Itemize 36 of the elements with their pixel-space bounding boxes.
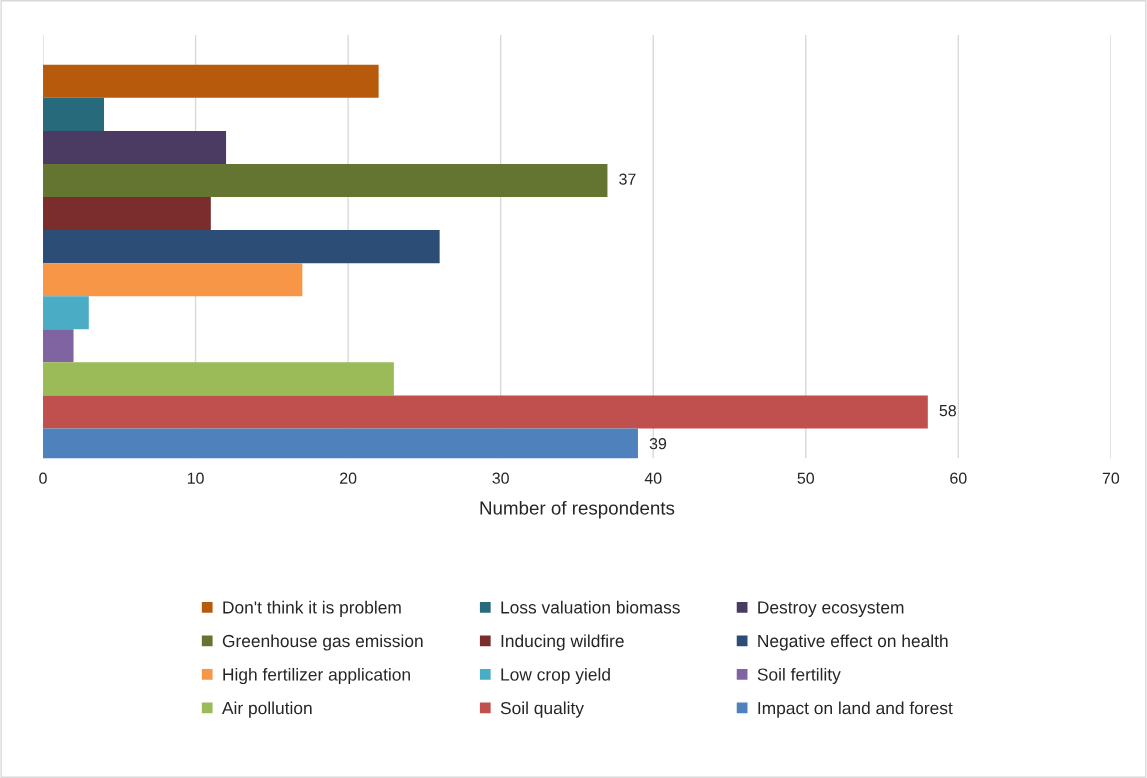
data-label: 58 bbox=[939, 404, 956, 417]
legend-label: High fertilizer application bbox=[223, 667, 410, 685]
data-label: 37 bbox=[619, 173, 636, 185]
legend-label: Air pollution bbox=[221, 701, 312, 718]
bar bbox=[43, 64, 379, 98]
x-tick-label: 20 bbox=[340, 472, 357, 484]
legend-label: Don't think it is problem bbox=[223, 600, 401, 618]
bar bbox=[43, 362, 394, 396]
legend-label: Soil fertility bbox=[757, 667, 841, 685]
bar bbox=[43, 395, 928, 429]
data-label: 39 bbox=[649, 437, 667, 450]
bar bbox=[43, 163, 608, 198]
bar bbox=[43, 329, 74, 363]
legend-label: Low crop yield bbox=[501, 667, 610, 685]
legend-label: Destroy ecosystem bbox=[758, 601, 904, 618]
legend-label: Loss valuation biomass bbox=[501, 600, 680, 614]
bar bbox=[43, 230, 440, 264]
legend-label: Soil quality bbox=[500, 701, 584, 718]
legend-label: Greenhouse gas emission bbox=[222, 634, 423, 651]
bar bbox=[43, 296, 89, 330]
x-tick-label: 30 bbox=[492, 472, 509, 484]
bar bbox=[43, 197, 211, 231]
x-tick-label: 60 bbox=[950, 472, 967, 484]
legend-label: Impact on land and forest bbox=[758, 701, 953, 718]
bar bbox=[43, 130, 227, 164]
legend-label: Negative effect on health bbox=[758, 634, 948, 651]
x-tick-label: 40 bbox=[644, 472, 662, 484]
x-tick-label: 70 bbox=[1102, 472, 1120, 484]
bar bbox=[43, 263, 303, 297]
bar bbox=[43, 97, 105, 131]
x-axis-title: Number of respondents bbox=[480, 500, 675, 519]
legend-label: Inducing wildfire bbox=[501, 634, 624, 651]
x-tick-label: 0 bbox=[39, 472, 47, 484]
x-tick-label: 10 bbox=[187, 472, 204, 484]
bar bbox=[43, 428, 638, 459]
x-tick-label: 50 bbox=[797, 472, 815, 484]
